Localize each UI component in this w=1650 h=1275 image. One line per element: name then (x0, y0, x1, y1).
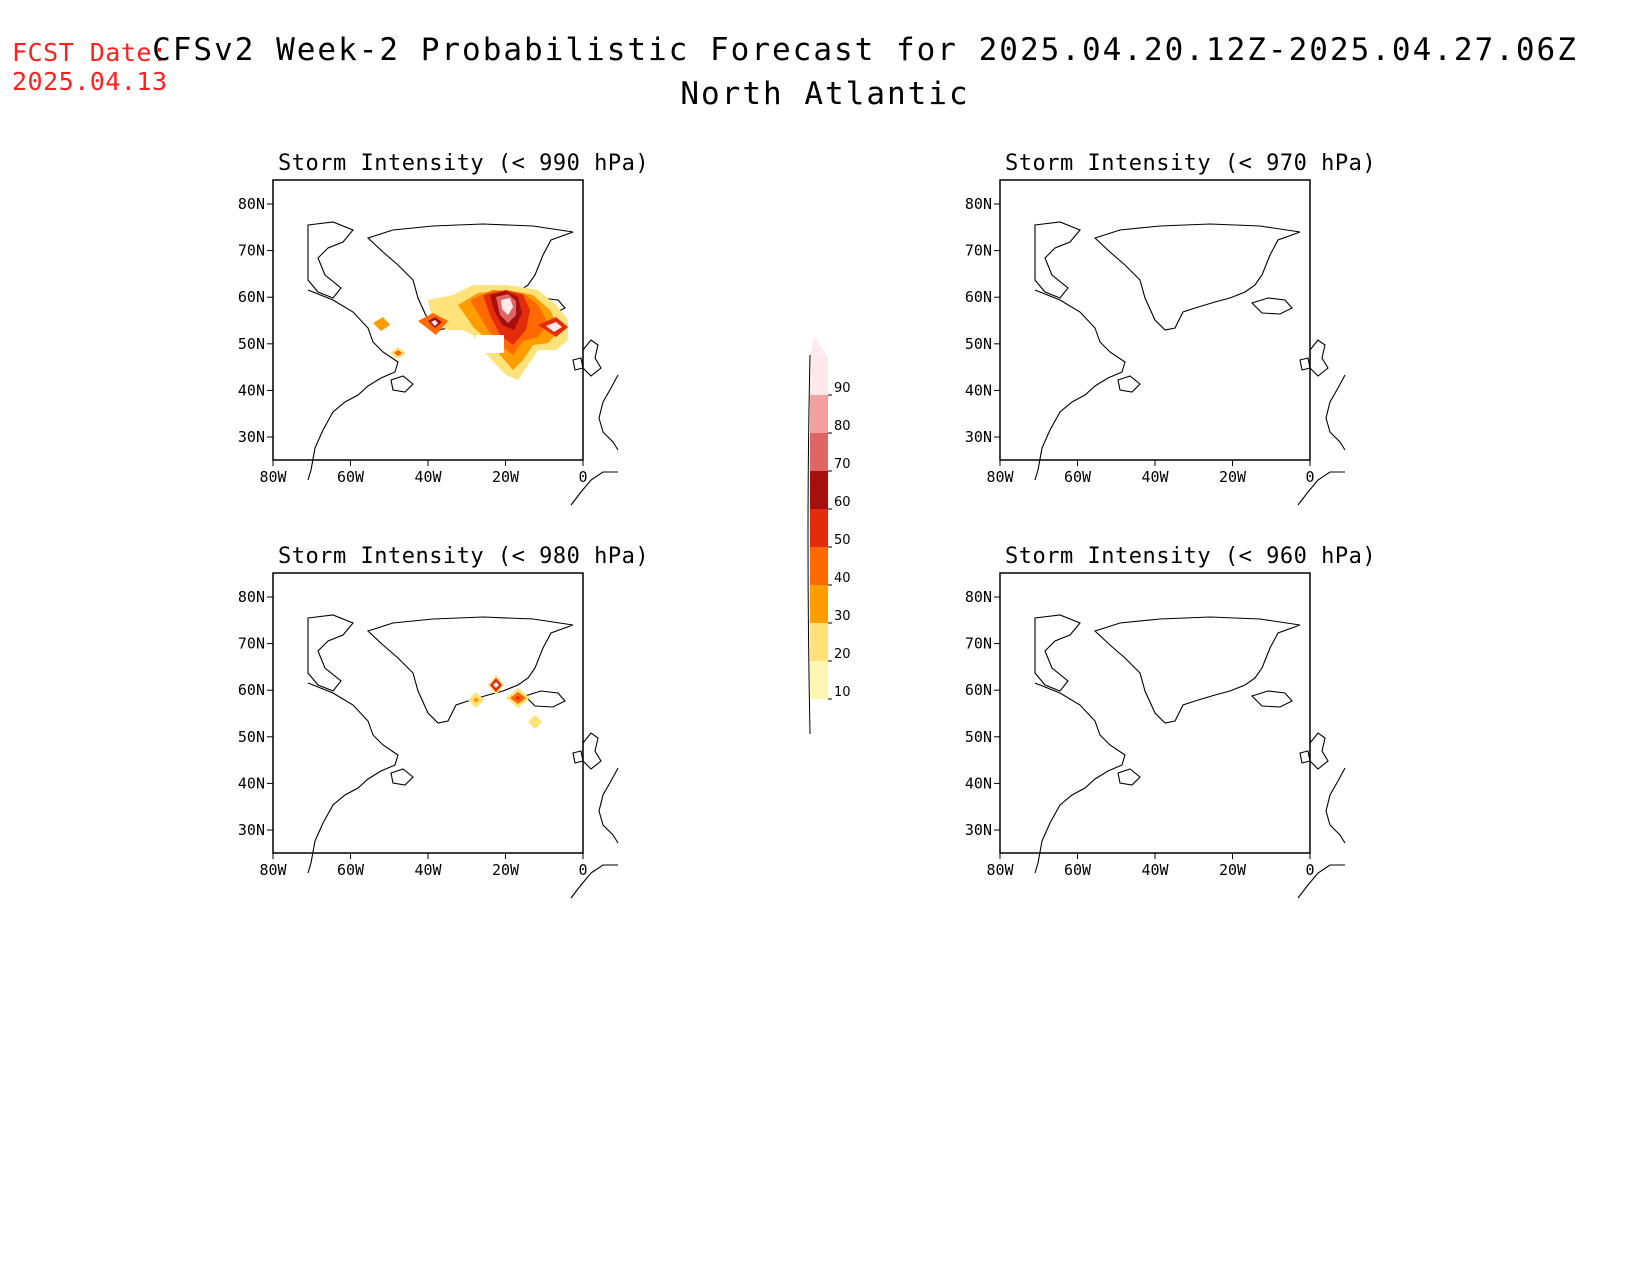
lon-tick-label: 80W (259, 861, 287, 879)
lat-tick-label: 70N (965, 635, 992, 653)
lat-tick-label: 30N (965, 428, 992, 446)
colorbar-label: 90 (834, 381, 851, 396)
lon-tick-label: 20W (492, 861, 520, 879)
colorbar-segment (810, 395, 828, 433)
lat-tick-label: 60N (965, 681, 992, 699)
lat-tick-label: 80N (965, 588, 992, 606)
lat-tick-label: 40N (238, 381, 265, 399)
colorbar-label: 50 (834, 533, 851, 548)
lon-tick-label: 60W (337, 861, 365, 879)
panel-title: Storm Intensity (< 990 hPa) (278, 151, 650, 176)
colorbar-segment (810, 509, 828, 547)
map-frame: 80W 60W 40W 20W 0 80N 70N 60N 50N 40N 30N (965, 572, 1346, 899)
lat-tick-label: 60N (238, 681, 265, 699)
colorbar-segment (810, 433, 828, 471)
map-990hpa: 80W 60W 40W 20W 0 80N 70N 60N 50N 40N 30N (238, 179, 619, 506)
colorbar-svg: 90 80 70 60 50 40 30 20 10 (807, 337, 851, 735)
lon-tick-label: 0 (578, 468, 587, 486)
colorbar-label: 20 (834, 647, 851, 662)
lon-tick-label: 40W (414, 861, 442, 879)
panel-title: Storm Intensity (< 980 hPa) (278, 544, 650, 569)
probability-colorbar: 90 80 70 60 50 40 30 20 10 (800, 335, 860, 735)
lat-tick-label: 50N (965, 335, 992, 353)
panel-990hpa: Storm Intensity (< 990 hPa) 80W 60W 40W 20W… (238, 145, 658, 515)
lat-tick-label: 30N (965, 821, 992, 839)
panel-980hpa: Storm Intensity (< 980 hPa) 80W 60W 40W 20W… (238, 538, 658, 908)
colorbar-segment (810, 547, 828, 585)
lat-tick-label: 50N (965, 728, 992, 746)
lat-tick-label: 80N (238, 195, 265, 213)
fcst-date-value: 2025.04.13 (12, 67, 168, 96)
region-subtitle: North Atlantic (680, 76, 970, 112)
lon-tick-label: 0 (1305, 468, 1314, 486)
map-frame: 80W 60W 40W 20W 0 80N 70N 60N 50N 40N 30N (238, 572, 619, 899)
probability-contours (373, 285, 568, 380)
lon-tick-label: 40W (1141, 468, 1169, 486)
colorbar-segment (810, 623, 828, 661)
map-frame: 80W 60W 40W 20W 0 80N 70N 60N 50N 40N 30N (238, 179, 619, 506)
panel-title: Storm Intensity (< 960 hPa) (1005, 544, 1377, 569)
lon-tick-label: 40W (1141, 861, 1169, 879)
colorbar-label: 30 (834, 609, 851, 624)
colorbar-label: 60 (834, 495, 851, 510)
lon-tick-label: 80W (986, 861, 1014, 879)
colorbar-label: 70 (834, 457, 851, 472)
lon-tick-label: 40W (414, 468, 442, 486)
colorbar-segment (810, 471, 828, 509)
lon-tick-label: 60W (1064, 861, 1092, 879)
lon-tick-label: 20W (492, 468, 520, 486)
lon-tick-label: 20W (1219, 861, 1247, 879)
colorbar-segment (810, 357, 828, 395)
lat-tick-label: 80N (238, 588, 265, 606)
map-980hpa: 80W 60W 40W 20W 0 80N 70N 60N 50N 40N 30N (238, 572, 619, 899)
lon-tick-label: 60W (1064, 468, 1092, 486)
lat-tick-label: 30N (238, 821, 265, 839)
lon-tick-label: 0 (578, 861, 587, 879)
colorbar-label: 10 (834, 685, 851, 700)
panel-970hpa: Storm Intensity (< 970 hPa) 80W 60W 40W 20W… (965, 145, 1385, 515)
lat-tick-label: 40N (238, 774, 265, 792)
lon-tick-label: 80W (986, 468, 1014, 486)
main-title: CFSv2 Week-2 Probabilistic Forecast for … (152, 32, 1578, 68)
lon-tick-label: 60W (337, 468, 365, 486)
lat-tick-label: 50N (238, 728, 265, 746)
probability-contours (468, 675, 542, 729)
panel-title: Storm Intensity (< 970 hPa) (1005, 151, 1377, 176)
colorbar-segment (810, 661, 828, 699)
lon-tick-label: 0 (1305, 861, 1314, 879)
colorbar-label: 40 (834, 571, 851, 586)
lat-tick-label: 40N (965, 381, 992, 399)
lat-tick-label: 70N (965, 242, 992, 260)
lat-tick-label: 70N (238, 242, 265, 260)
map-970hpa: 80W 60W 40W 20W 0 80N 70N 60N 50N 40N 30N (965, 179, 1346, 506)
panel-960hpa: Storm Intensity (< 960 hPa) 80W 60W 40W 20W… (965, 538, 1385, 908)
forecast-date-block: FCST Date: 2025.04.13 (12, 38, 168, 96)
colorbar-segment (810, 585, 828, 623)
lat-tick-label: 70N (238, 635, 265, 653)
lat-tick-label: 30N (238, 428, 265, 446)
colorbar-label: 80 (834, 419, 851, 434)
lon-tick-label: 80W (259, 468, 287, 486)
lat-tick-label: 50N (238, 335, 265, 353)
lat-tick-label: 60N (965, 288, 992, 306)
lon-tick-label: 20W (1219, 468, 1247, 486)
map-frame: 80W 60W 40W 20W 0 80N 70N 60N 50N 40N 30N (965, 179, 1346, 506)
lat-tick-label: 80N (965, 195, 992, 213)
map-960hpa: 80W 60W 40W 20W 0 80N 70N 60N 50N 40N 30N (965, 572, 1346, 899)
fcst-date-label: FCST Date: (12, 38, 168, 67)
lat-tick-label: 60N (238, 288, 265, 306)
lat-tick-label: 40N (965, 774, 992, 792)
